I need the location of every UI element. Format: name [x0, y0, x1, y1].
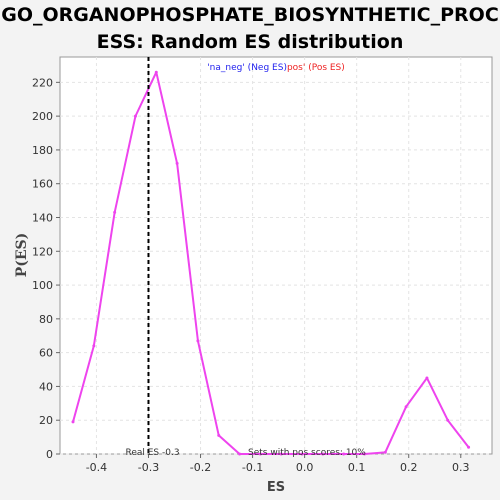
data-point	[113, 210, 117, 214]
data-point	[92, 344, 96, 348]
data-point	[175, 161, 179, 165]
data-point	[238, 452, 242, 456]
chart-title-line-1: GO_ORGANOPHOSPHATE_BIOSYNTHETIC_PROC	[1, 4, 499, 26]
y-axis-ticks: 0 20 40 60 80 100 120 140 160 180 200 220	[32, 76, 60, 461]
legend-neg-entry: 'na_neg' (Neg ES)	[207, 63, 287, 73]
y-tick-label: 60	[39, 347, 53, 360]
series-line	[72, 71, 470, 455]
data-point	[383, 450, 387, 454]
chart-title-line-2: ESS: Random ES distribution	[96, 31, 404, 53]
x-axis-label: ES	[267, 480, 285, 495]
y-tick-label: 120	[32, 245, 53, 258]
chart-title: GO_ORGANOPHOSPHATE_BIOSYNTHETIC_PROC ESS…	[0, 2, 500, 56]
x-tick-label: 0.3	[452, 461, 470, 474]
data-point	[300, 452, 304, 456]
y-tick-label: 140	[32, 211, 53, 224]
data-point	[71, 420, 75, 424]
y-tick-label: 80	[39, 313, 53, 326]
x-tick-label: -0.4	[86, 461, 107, 474]
y-tick-label: 180	[32, 144, 53, 157]
data-point	[362, 452, 366, 456]
y-tick-label: 100	[32, 279, 53, 292]
y-axis-label: P(ES)	[14, 233, 30, 278]
data-point	[321, 452, 325, 456]
data-point	[133, 114, 137, 118]
y-tick-label: 160	[32, 178, 53, 191]
data-point	[467, 445, 471, 449]
data-point	[217, 433, 221, 437]
data-point	[279, 452, 283, 456]
x-tick-label: 0.1	[348, 461, 366, 474]
x-tick-label: 0.0	[296, 461, 314, 474]
y-tick-label: 220	[32, 76, 53, 89]
legend: 'na_neg' (Neg ES)pos' (Pos ES)	[207, 63, 345, 73]
legend-pos-entry: pos' (Pos ES)	[287, 63, 345, 73]
y-tick-label: 20	[39, 414, 53, 427]
pos-scores-annotation: Sets with pos scores: 10%	[248, 448, 366, 458]
grid-lines	[60, 57, 492, 455]
y-tick-label: 0	[46, 448, 53, 461]
data-point	[154, 70, 158, 74]
series-group	[71, 70, 471, 456]
x-axis-ticks: -0.4 -0.3 -0.2 -0.1 0.0 0.1 0.2 0.3	[86, 454, 470, 474]
data-point	[404, 405, 408, 409]
y-tick-label: 40	[39, 380, 53, 393]
x-tick-label: -0.2	[190, 461, 211, 474]
data-point	[258, 452, 262, 456]
x-tick-label: 0.2	[400, 461, 418, 474]
data-point	[196, 339, 200, 343]
data-point	[446, 418, 450, 422]
data-point	[342, 452, 346, 456]
x-tick-label: -0.1	[242, 461, 263, 474]
y-tick-label: 200	[32, 110, 53, 123]
real-es-label: Real ES -0.3	[125, 448, 179, 458]
data-point	[425, 376, 429, 380]
x-tick-label: -0.3	[138, 461, 159, 474]
